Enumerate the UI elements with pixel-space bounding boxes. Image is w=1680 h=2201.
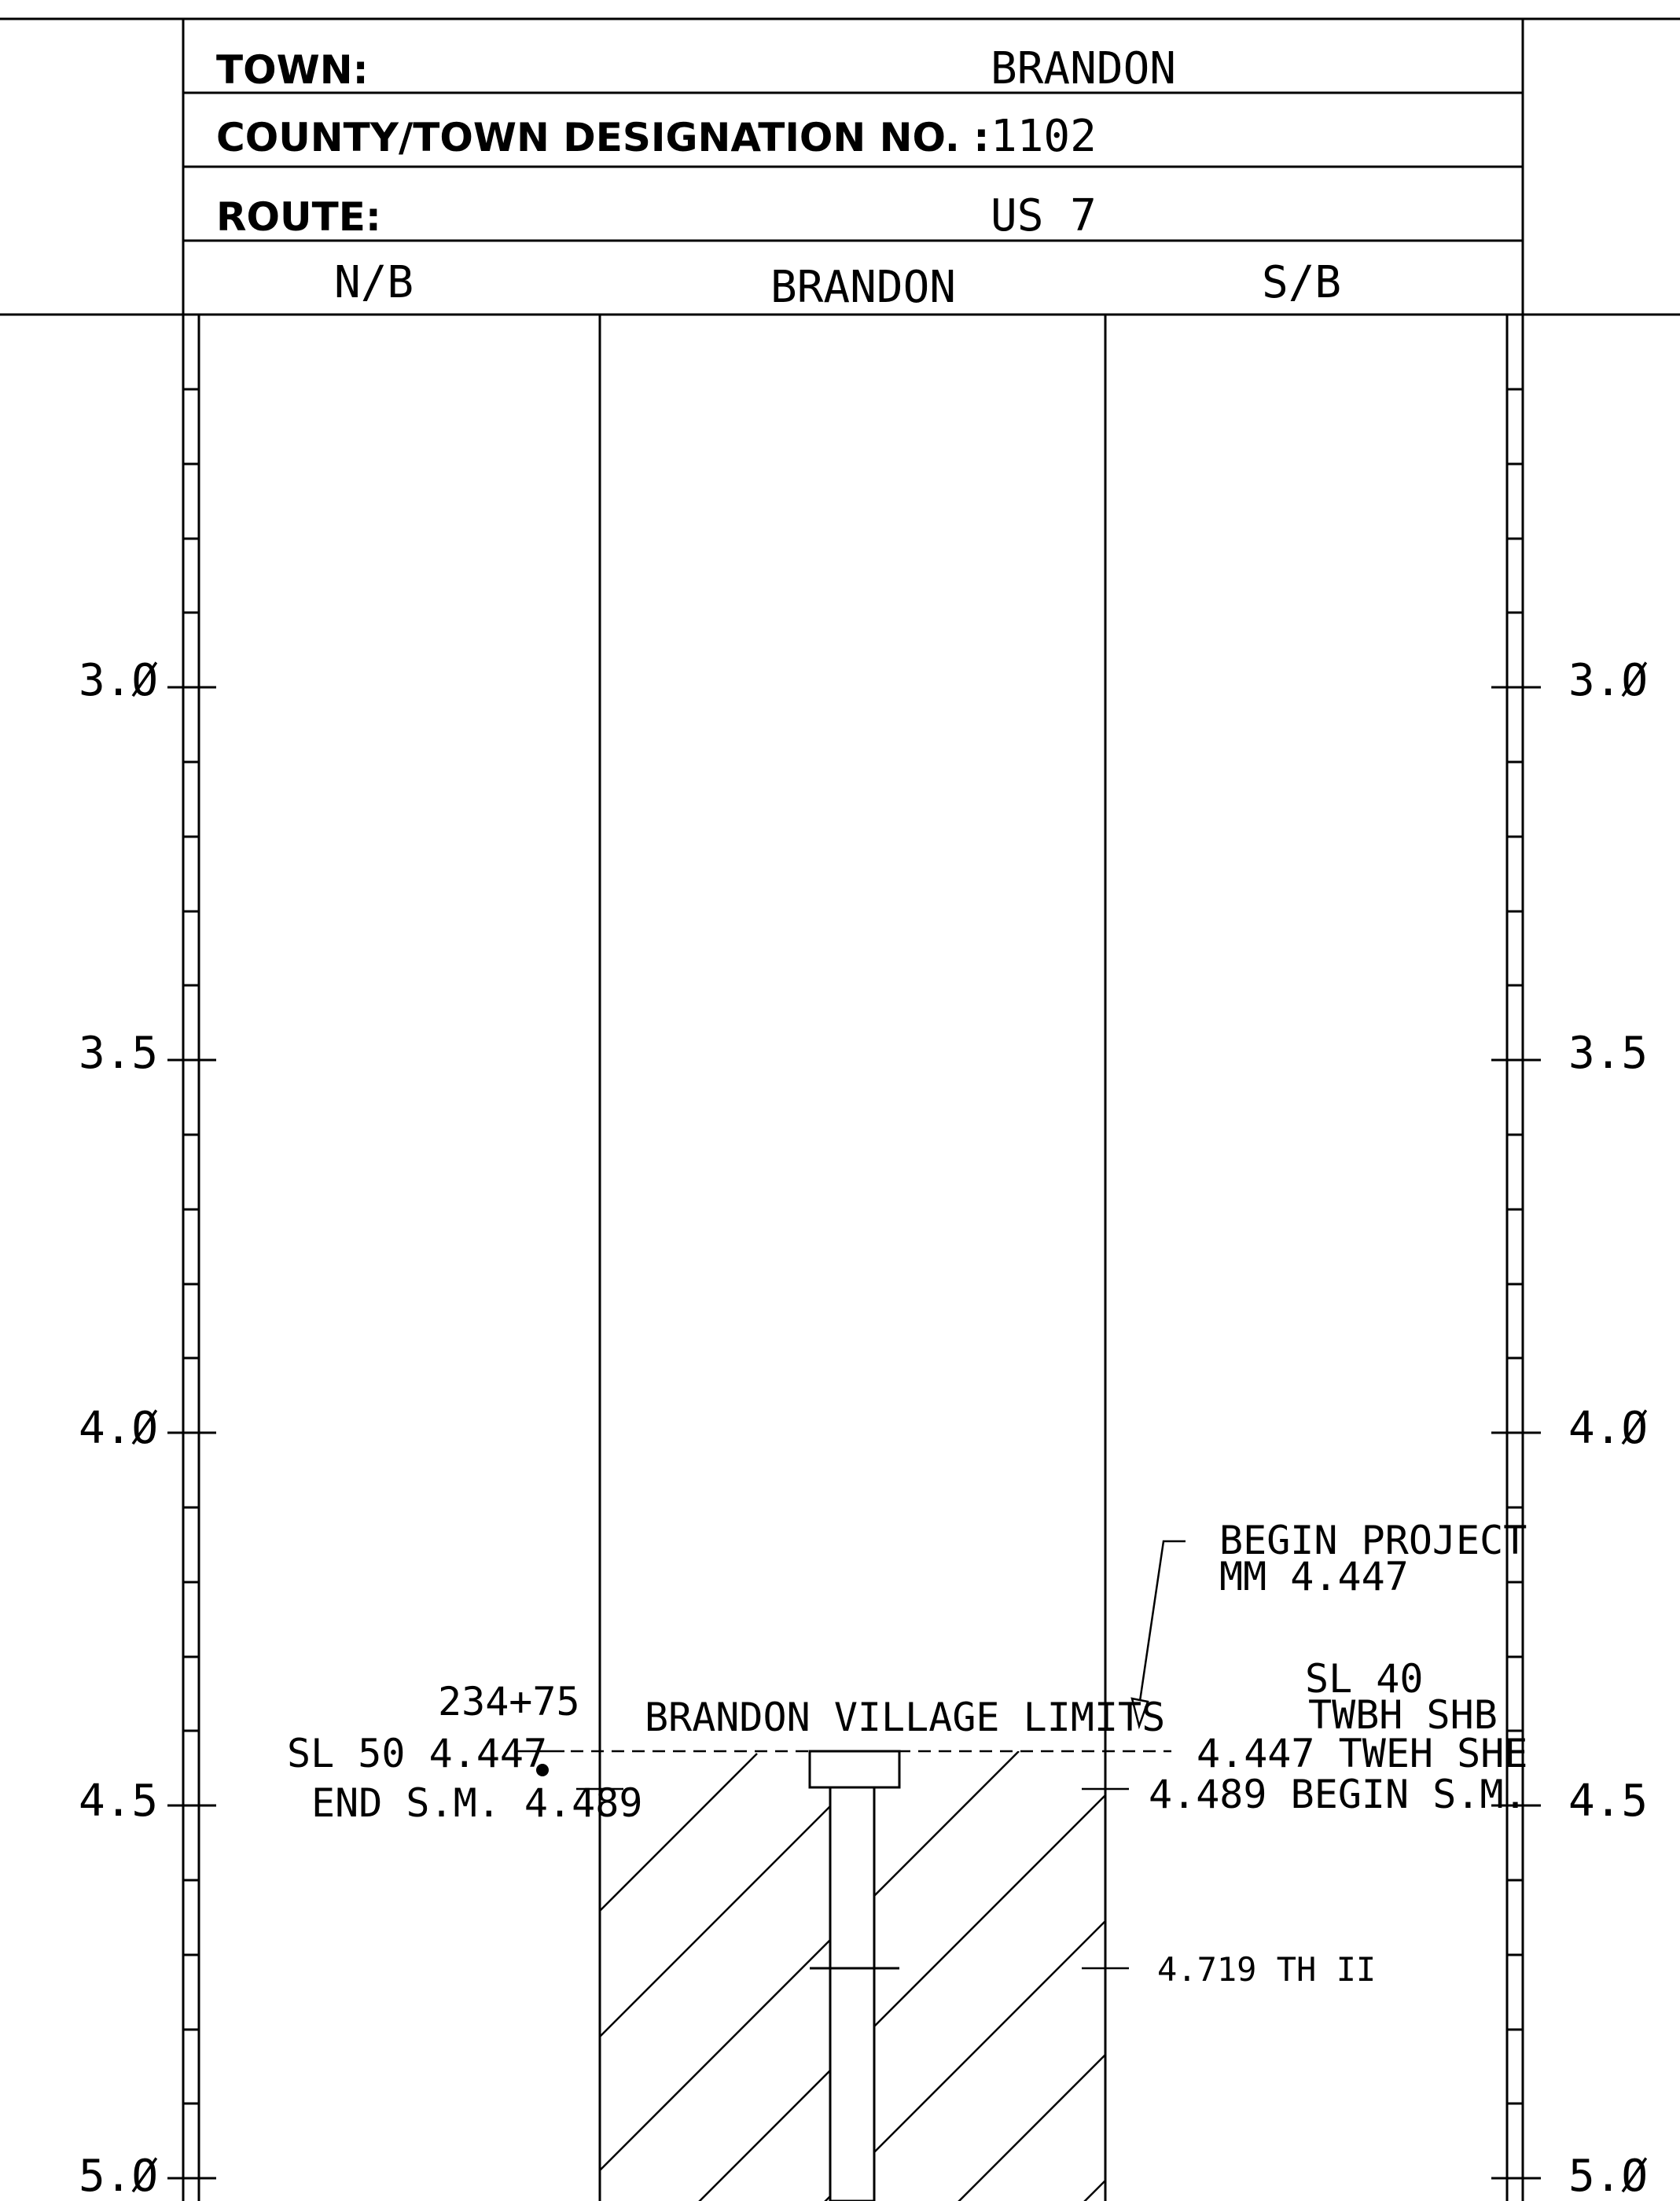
begin-project-label: BEGIN PROJECT xyxy=(1219,1518,1527,1563)
mile-marker-left-4-5: 4.5 xyxy=(79,1776,158,1827)
sl50-label: SL 50 4.447 xyxy=(287,1731,547,1776)
mile-markers-left: 3.Ø 3.5 4.Ø 4.5 5.Ø xyxy=(79,655,158,2201)
begin-project-callout: BEGIN PROJECT MM 4.447 xyxy=(1130,1518,1527,1730)
station-label: 234+75 xyxy=(438,1679,580,1724)
sl40-twbh-label: TWBH SHB xyxy=(1308,1692,1498,1738)
end-sm-label: END S.M. 4.489 xyxy=(311,1780,642,1826)
sl40-tweh-label: 4.447 TWEH SHE xyxy=(1197,1731,1527,1776)
designation-value: 1102 xyxy=(991,111,1097,162)
mile-marker-right-3-0: 3.Ø xyxy=(1568,655,1648,706)
mile-marker-right-4-0: 4.Ø xyxy=(1568,1403,1648,1454)
village-limits-label: BRANDON VILLAGE LIMITS xyxy=(645,1695,1165,1740)
mile-marker-right-4-5: 4.5 xyxy=(1568,1776,1648,1827)
title-block: TOWN: BRANDON COUNTY/TOWN DESIGNATION NO… xyxy=(0,17,1680,316)
route-value: US 7 xyxy=(991,190,1097,241)
town-value: BRANDON xyxy=(991,43,1176,94)
right-scale-ticks xyxy=(1491,388,1541,2180)
begin-project-mm: MM 4.447 xyxy=(1219,1554,1409,1599)
column-header-town: BRANDON xyxy=(770,262,956,313)
town-label: TOWN: xyxy=(216,47,369,93)
mile-marker-right-5-0: 5.Ø xyxy=(1568,2151,1648,2201)
mile-markers-right: 3.Ø 3.5 4.Ø 4.5 5.Ø xyxy=(1568,655,1648,2201)
mile-marker-left-3-5: 3.5 xyxy=(79,1028,158,1079)
left-scale-ticks xyxy=(167,388,216,2180)
th-label: 4.719 TH II xyxy=(1157,1950,1376,1989)
sign-point-marker xyxy=(536,1764,549,1776)
begin-sm-label: 4.489 BEGIN S.M. xyxy=(1149,1772,1527,1817)
mile-marker-left-4-0: 4.Ø xyxy=(79,1403,158,1454)
route-label: ROUTE: xyxy=(216,194,381,240)
bridge-structure-symbol xyxy=(808,1750,901,2201)
column-header-sb: S/B xyxy=(1262,257,1341,308)
right-scale-rail xyxy=(1491,315,1541,2201)
nb-annotations: 234+75 SL 50 4.447 END S.M. 4.489 xyxy=(287,1679,642,1826)
column-header-nb: N/B xyxy=(334,257,414,308)
mile-marker-left-3-0: 3.Ø xyxy=(79,655,158,706)
mile-marker-right-3-5: 3.5 xyxy=(1568,1028,1648,1079)
mile-marker-left-5-0: 5.Ø xyxy=(79,2151,158,2201)
designation-label: COUNTY/TOWN DESIGNATION NO. : xyxy=(216,115,989,160)
left-scale-rail xyxy=(167,315,216,2201)
sl40-label: SL 40 xyxy=(1305,1656,1424,1702)
sb-annotations: SL 40 TWBH SHB 4.447 TWEH SHE 4.489 BEGI… xyxy=(1082,1656,1527,1989)
